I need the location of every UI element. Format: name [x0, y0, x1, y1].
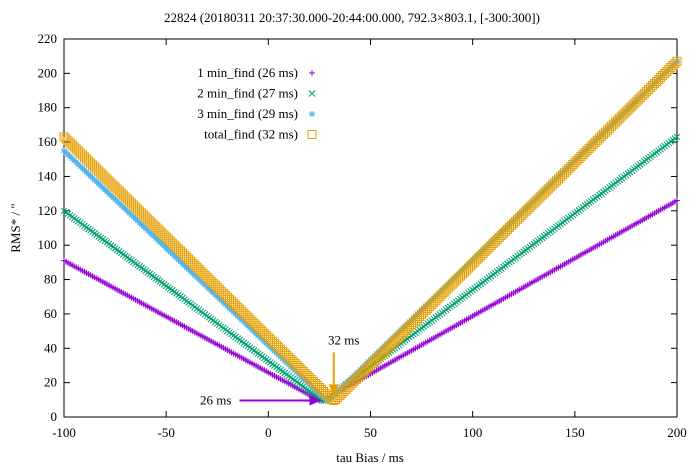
y-axis-title: RMS* / ″	[8, 203, 23, 253]
legend-marker	[309, 111, 315, 117]
y-tick-label: 120	[38, 203, 58, 218]
x-tick-label: 0	[265, 425, 272, 440]
legend-label: total_find (32 ms)	[204, 127, 298, 142]
annotation-1: 26 ms	[200, 393, 322, 408]
data-point	[673, 133, 681, 141]
legend-marker	[309, 70, 315, 76]
y-tick-label: 80	[44, 272, 57, 287]
data-point	[672, 56, 682, 66]
series-4	[59, 56, 682, 406]
y-tick-label: 180	[38, 100, 58, 115]
y-tick-label: 200	[38, 65, 58, 80]
annotation-label: 26 ms	[200, 393, 231, 408]
y-tick-label: 220	[38, 31, 58, 46]
data-point	[670, 58, 680, 68]
data-point	[674, 197, 680, 204]
y-tick-label: 100	[38, 237, 58, 252]
y-tick-label: 160	[38, 134, 58, 149]
legend-label: 1 min_find (26 ms)	[197, 65, 298, 80]
x-tick-label: -50	[157, 425, 174, 440]
y-tick-label: 140	[38, 168, 58, 183]
annotations: 26 ms 32 ms	[200, 332, 359, 407]
legend-marker	[308, 90, 316, 97]
x-tick-label: 50	[364, 425, 377, 440]
y-tick-label: 40	[44, 340, 57, 355]
x-tick-label: 200	[667, 425, 687, 440]
x-axis-title: tau Bias / ms	[336, 450, 404, 465]
legend-marker	[307, 130, 317, 139]
axis-ticks: -100 -50 0 50 100 150 200 0 20 40 60 80 100 120 140 160…	[38, 31, 687, 440]
legend-label: 3 min_find (29 ms)	[197, 106, 298, 121]
x-tick-label: 100	[463, 425, 483, 440]
annotation-2: 32 ms	[328, 332, 359, 397]
series-1	[61, 197, 680, 404]
legend-label: 2 min_find (27 ms)	[197, 86, 298, 101]
series-2	[60, 133, 681, 404]
y-tick-label: 20	[44, 375, 57, 390]
x-tick-label: -100	[52, 425, 76, 440]
chart-title: 22824 (20180311 20:37:30.000-20:44:00.00…	[164, 10, 540, 25]
y-tick-label: 60	[44, 306, 57, 321]
legend: 1 min_find (26 ms) 2 min_find (27 ms) 3 mi…	[197, 65, 317, 142]
annotation-label: 32 ms	[328, 332, 359, 347]
series-layer	[59, 56, 682, 406]
annotation-arrowhead	[328, 384, 339, 397]
y-tick-label: 0	[51, 409, 58, 424]
annotation-arrowhead	[309, 395, 322, 406]
x-tick-label: 150	[565, 425, 585, 440]
